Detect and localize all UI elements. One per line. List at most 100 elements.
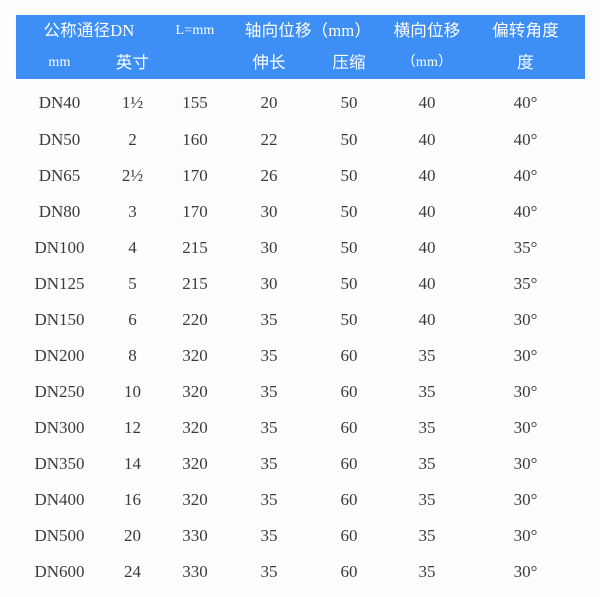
cell-dn: DN300 [16,410,103,446]
cell-length: 320 [162,338,229,374]
cell-angle: 30° [466,338,586,374]
cell-dn: DN80 [16,194,103,230]
cell-inch: 24 [103,554,163,590]
header-unit-mm: mm [48,55,71,70]
header-lateral-displacement: 横向位移 [393,21,461,40]
cell-dn: DN250 [16,374,103,410]
cell-compression: 60 [310,338,389,374]
cell-lateral: 35 [388,338,467,374]
cell-length: 215 [162,230,229,266]
table-row: DN80 3 170 30 50 40 40° [16,194,586,230]
cell-inch: 5 [103,266,163,302]
cell-angle: 30° [466,554,586,590]
cell-angle: 30° [466,518,586,554]
cell-lateral: 35 [388,482,467,518]
cell-length: 220 [162,302,229,338]
cell-inch: 2 [103,122,163,158]
cell-extension: 22 [228,122,311,158]
cell-extension: 20 [228,79,311,122]
cell-length: 170 [162,194,229,230]
cell-extension: 35 [228,554,311,590]
cell-extension: 30 [228,194,311,230]
cell-lateral: 35 [388,374,467,410]
cell-length: 215 [162,266,229,302]
table-body: DN40 1½ 155 20 50 40 40° DN50 2 160 22 50 40 40° DN65 2… [16,79,586,590]
table-row: DN400 16 320 35 60 35 30° [16,482,586,518]
cell-length: 320 [162,374,229,410]
table-row: DN250 10 320 35 60 35 30° [16,374,586,410]
cell-extension: 30 [228,230,311,266]
cell-extension: 35 [228,302,311,338]
cell-dn: DN200 [16,338,103,374]
header-axial-displacement: 轴向位移（mm） [244,21,372,40]
cell-dn: DN400 [16,482,103,518]
cell-dn: DN65 [16,158,103,194]
table-row: DN200 8 320 35 60 35 30° [16,338,586,374]
cell-extension: 30 [228,266,311,302]
cell-angle: 35° [466,266,586,302]
cell-angle: 40° [466,122,586,158]
cell-angle: 35° [466,230,586,266]
cell-lateral: 40 [388,79,467,122]
cell-angle: 30° [466,410,586,446]
cell-inch: 6 [103,302,163,338]
cell-lateral: 40 [388,158,467,194]
cell-dn: DN150 [16,302,103,338]
cell-compression: 50 [310,158,389,194]
cell-inch: 14 [103,446,163,482]
cell-compression: 50 [310,122,389,158]
table-header: 公称通径DN L=mm 轴向位移（mm） 横向位移 偏转角度 mm 英寸 伸长 … [16,15,586,79]
cell-compression: 60 [310,554,389,590]
cell-extension: 35 [228,518,311,554]
cell-lateral: 40 [388,122,467,158]
cell-compression: 50 [310,194,389,230]
cell-lateral: 40 [388,230,467,266]
cell-angle: 40° [466,79,586,122]
cell-dn: DN50 [16,122,103,158]
cell-angle: 40° [466,158,586,194]
header-extension: 伸长 [252,53,286,72]
table-row: DN125 5 215 30 50 40 35° [16,266,586,302]
cell-lateral: 35 [388,554,467,590]
header-degree: 度 [517,53,534,72]
cell-compression: 60 [310,410,389,446]
header-row-primary: 公称通径DN L=mm 轴向位移（mm） 横向位移 偏转角度 [16,15,586,47]
cell-inch: 12 [103,410,163,446]
cell-inch: 10 [103,374,163,410]
cell-dn: DN125 [16,266,103,302]
cell-lateral: 40 [388,302,467,338]
cell-length: 320 [162,446,229,482]
cell-angle: 40° [466,194,586,230]
cell-compression: 50 [310,302,389,338]
cell-length: 330 [162,554,229,590]
header-deflection-angle: 偏转角度 [492,21,559,40]
cell-angle: 30° [466,446,586,482]
cell-compression: 60 [310,374,389,410]
header-length: L=mm [175,23,215,38]
cell-extension: 35 [228,374,311,410]
cell-compression: 60 [310,482,389,518]
cell-lateral: 35 [388,446,467,482]
cell-extension: 35 [228,446,311,482]
table-row: DN150 6 220 35 50 40 30° [16,302,586,338]
header-nominal-diameter: 公称通径DN [43,21,135,40]
cell-extension: 35 [228,482,311,518]
header-length-blank [162,47,228,79]
table-row: DN300 12 320 35 60 35 30° [16,410,586,446]
cell-inch: 2½ [103,158,163,194]
cell-compression: 50 [310,230,389,266]
cell-dn: DN100 [16,230,103,266]
table-row: DN65 2½ 170 26 50 40 40° [16,158,586,194]
table-row: DN350 14 320 35 60 35 30° [16,446,586,482]
table-row: DN500 20 330 35 60 35 30° [16,518,586,554]
cell-inch: 16 [103,482,163,518]
cell-lateral: 40 [388,266,467,302]
header-row-secondary: mm 英寸 伸长 压缩 （mm） 度 [16,47,586,79]
cell-lateral: 40 [388,194,467,230]
cell-length: 160 [162,122,229,158]
cell-extension: 35 [228,338,311,374]
cell-lateral: 35 [388,410,467,446]
cell-angle: 30° [466,374,586,410]
cell-compression: 60 [310,518,389,554]
